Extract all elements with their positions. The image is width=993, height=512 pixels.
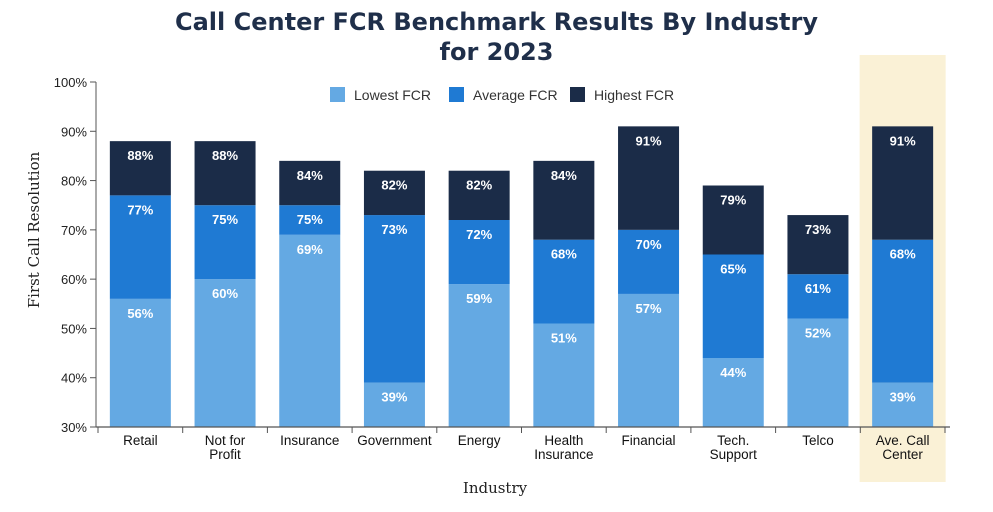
- legend-label-highest: Highest FCR: [594, 87, 674, 103]
- data-label: 68%: [551, 247, 577, 262]
- data-label: 69%: [297, 242, 323, 257]
- data-label: 57%: [636, 301, 662, 316]
- bar-segment: [109, 195, 171, 299]
- bar-segment: [109, 298, 171, 427]
- data-label: 88%: [212, 148, 238, 163]
- data-label: 82%: [381, 178, 407, 193]
- bar-segment: [363, 215, 425, 383]
- x-axis-title: Industry: [463, 479, 528, 497]
- bar-segment: [702, 358, 764, 427]
- x-tick-label: Retail: [123, 433, 158, 448]
- legend-label-average: Average FCR: [473, 87, 558, 103]
- data-label: 91%: [636, 133, 662, 148]
- chart-title-line-2: for 2023: [439, 38, 554, 66]
- data-label: 65%: [720, 262, 746, 277]
- data-label: 52%: [805, 326, 831, 341]
- x-tick-label: Telco: [802, 433, 834, 448]
- bar-segment: [787, 318, 849, 427]
- bar-segment: [448, 170, 510, 220]
- y-axis-title: First Call Resolution: [25, 151, 43, 308]
- y-tick-label: 30%: [61, 420, 87, 435]
- bar-segment: [194, 205, 256, 280]
- data-label: 39%: [381, 390, 407, 405]
- data-label: 73%: [381, 222, 407, 237]
- bar-segment: [279, 234, 341, 427]
- data-label: 59%: [466, 291, 492, 306]
- data-label: 75%: [297, 212, 323, 227]
- data-label: 60%: [212, 286, 238, 301]
- bar-segment: [702, 185, 764, 255]
- bar-segment: [872, 382, 934, 427]
- data-label: 68%: [890, 247, 916, 262]
- x-tick-label: Energy: [458, 433, 501, 448]
- data-label: 72%: [466, 227, 492, 242]
- x-tick-label: Ave. Call Center: [876, 433, 930, 462]
- data-label: 88%: [127, 148, 153, 163]
- data-label: 84%: [551, 168, 577, 183]
- bar-segment: [194, 279, 256, 427]
- bar-segment: [618, 293, 680, 427]
- data-label: 79%: [720, 193, 746, 208]
- x-tick-label: Insurance: [280, 433, 339, 448]
- x-tick-label: Tech. Support: [710, 433, 758, 462]
- y-tick-label: 80%: [61, 174, 87, 189]
- bar-segment: [872, 126, 934, 240]
- x-tick-label: Government: [357, 433, 432, 448]
- data-label: 75%: [212, 212, 238, 227]
- data-label: 44%: [720, 365, 746, 380]
- bar-segment: [618, 126, 680, 230]
- bar-segment: [279, 160, 341, 206]
- bar-segment: [279, 205, 341, 235]
- y-tick-label: 90%: [61, 124, 87, 139]
- bar-segment: [109, 141, 171, 196]
- bar-segment: [448, 220, 510, 285]
- y-tick-label: 100%: [54, 75, 88, 90]
- data-label: 91%: [890, 133, 916, 148]
- data-label: 73%: [805, 222, 831, 237]
- legend-swatch-highest: [570, 87, 585, 102]
- chart-title-line-1: Call Center FCR Benchmark Results By Ind…: [175, 8, 818, 36]
- x-tick-label: Health Insurance: [534, 433, 593, 462]
- legend-label-lowest: Lowest FCR: [354, 87, 431, 103]
- data-label: 77%: [127, 202, 153, 217]
- bar-segment: [533, 239, 595, 324]
- y-tick-label: 50%: [61, 321, 87, 336]
- bar-segment: [363, 170, 425, 216]
- y-tick-label: 60%: [61, 272, 87, 287]
- data-label: 61%: [805, 281, 831, 296]
- bar-segment: [533, 160, 595, 240]
- bar-segment: [702, 254, 764, 358]
- bar-segment: [533, 323, 595, 427]
- x-tick-label: Not for Profit: [205, 433, 246, 462]
- y-tick-label: 70%: [61, 223, 87, 238]
- bar-segment: [618, 229, 680, 294]
- legend-swatch-lowest: [330, 87, 345, 102]
- bar-segment: [787, 215, 849, 275]
- data-label: 70%: [636, 237, 662, 252]
- legend-swatch-average: [449, 87, 464, 102]
- data-label: 39%: [890, 390, 916, 405]
- data-label: 84%: [297, 168, 323, 183]
- y-tick-label: 40%: [61, 371, 87, 386]
- data-label: 56%: [127, 306, 153, 321]
- bar-segment: [872, 239, 934, 383]
- bar-segment: [787, 274, 849, 319]
- x-tick-label: Financial: [622, 433, 676, 448]
- bar-segment: [194, 141, 256, 206]
- bar-segment: [448, 284, 510, 427]
- bar-segment: [363, 382, 425, 427]
- data-label: 51%: [551, 331, 577, 346]
- data-label: 82%: [466, 178, 492, 193]
